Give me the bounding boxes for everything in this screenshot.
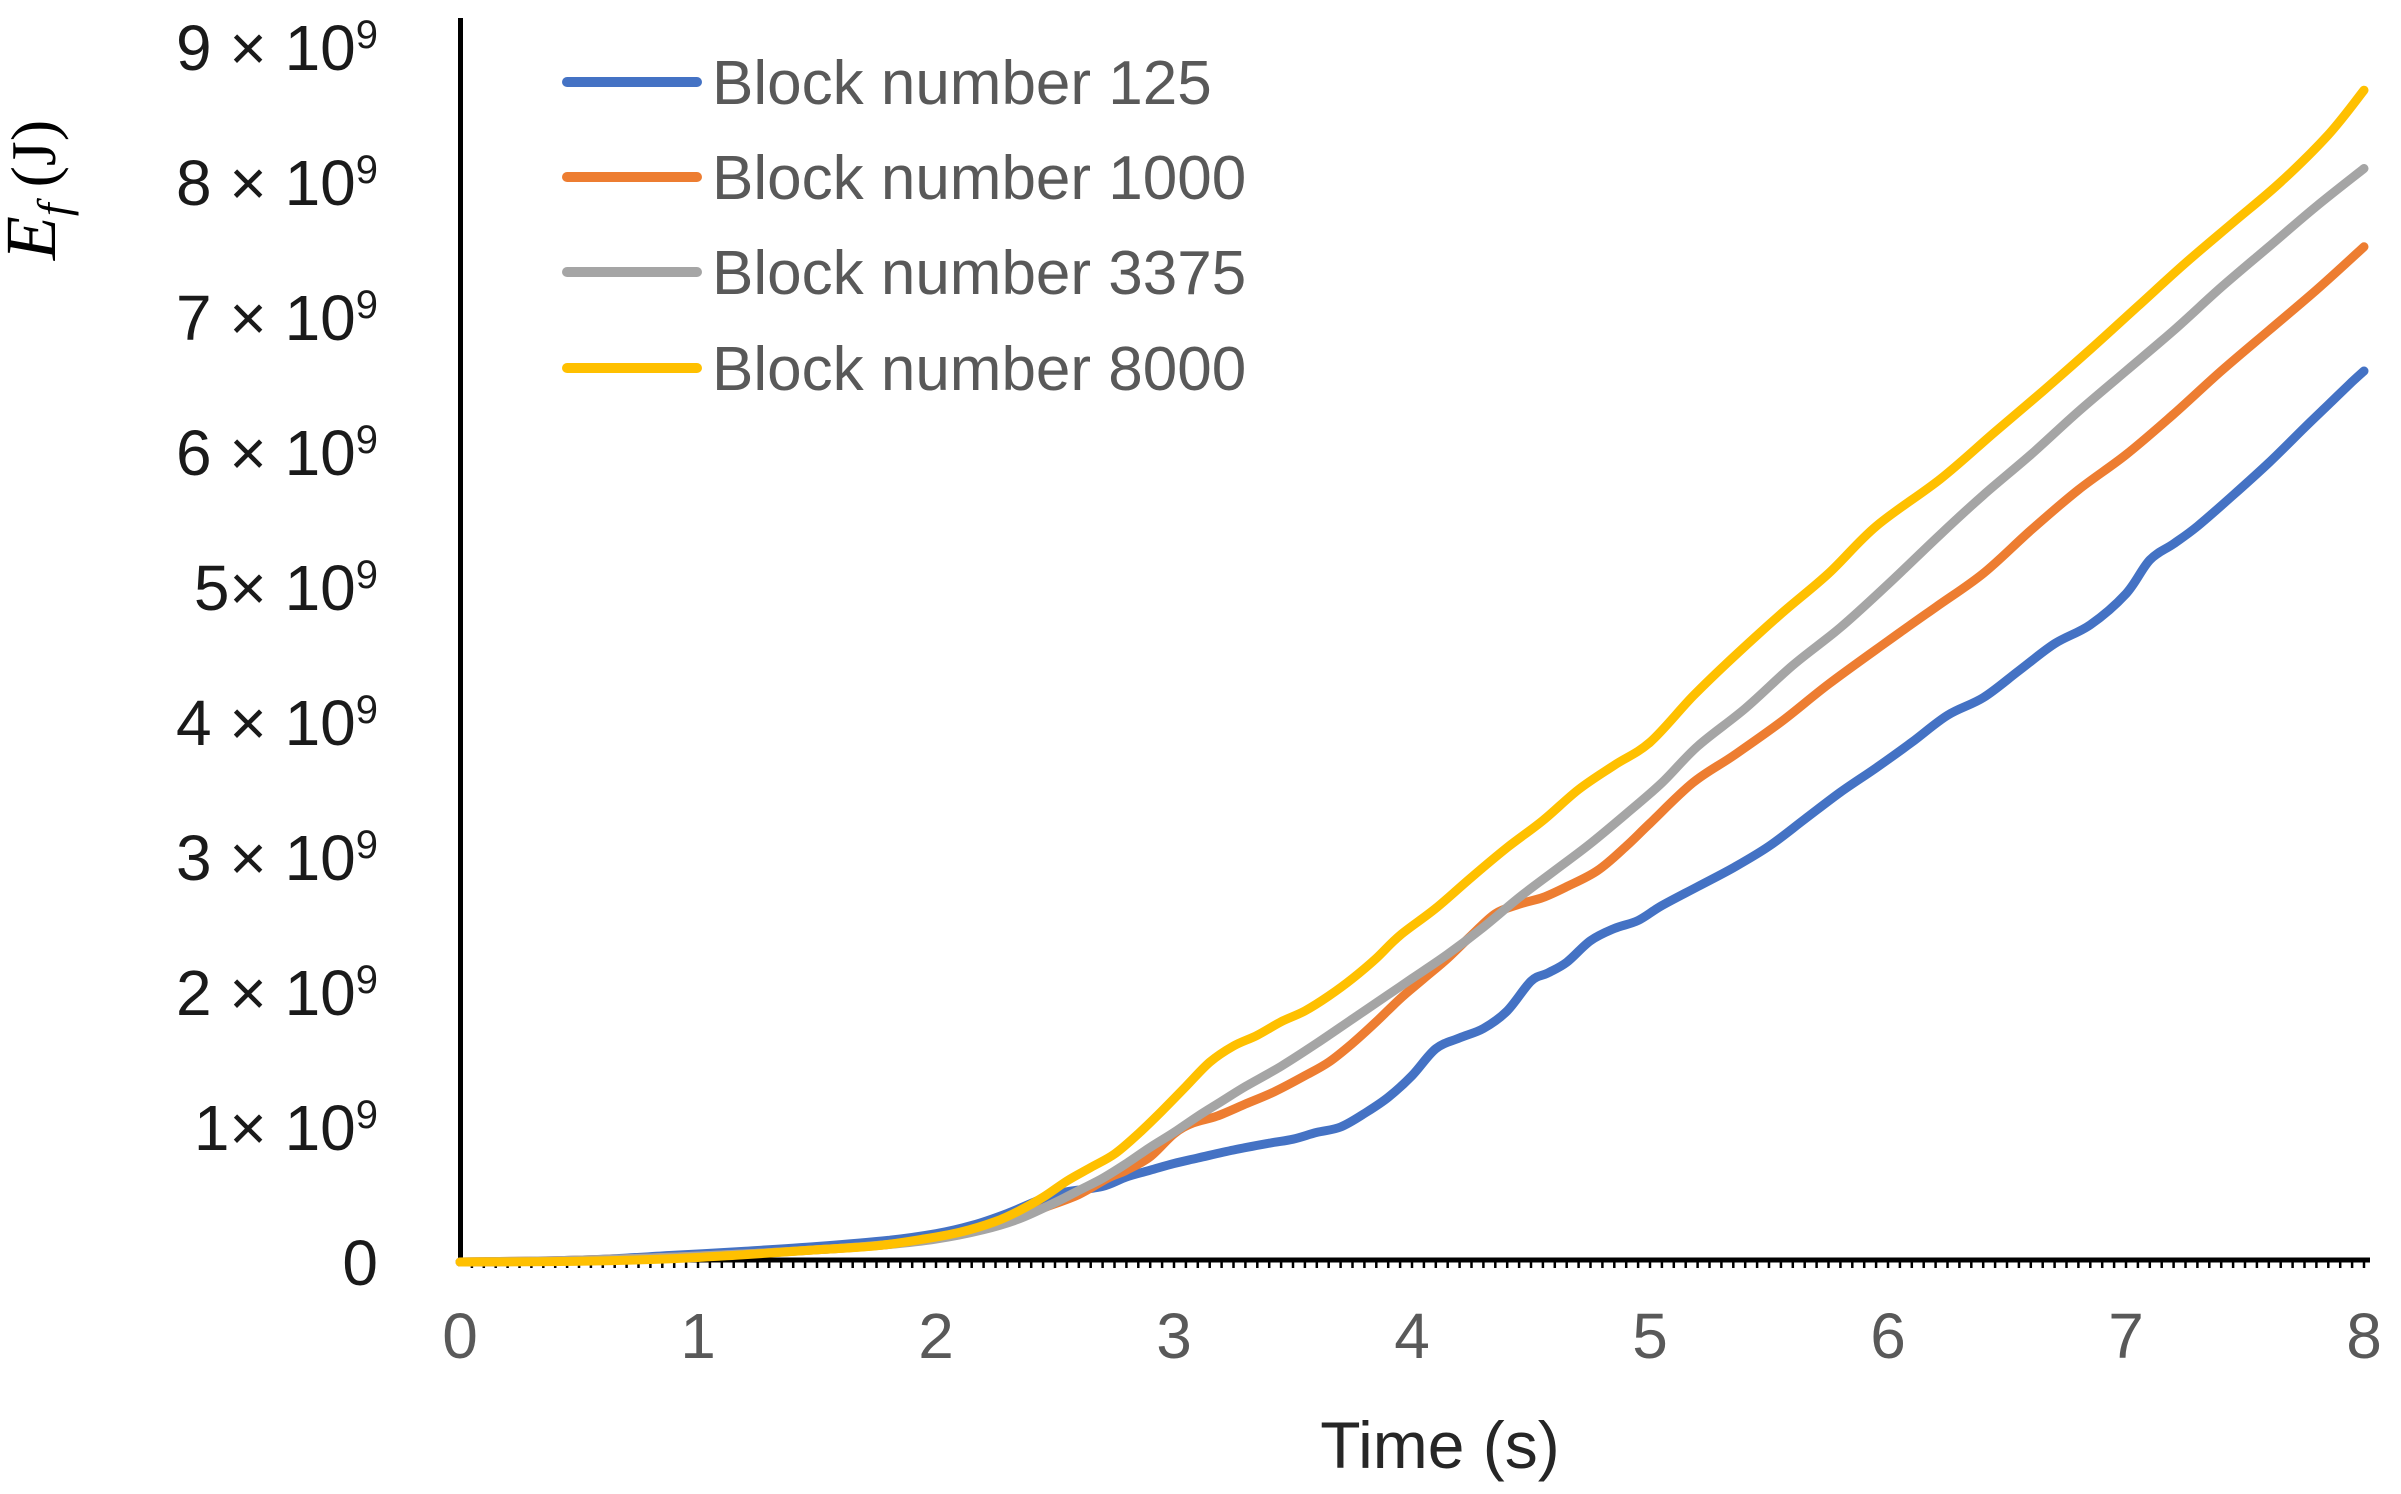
x-tick-3: 3 (1156, 1300, 1192, 1372)
y-tick-1e9: 1× 109 (194, 1092, 378, 1164)
legend-label-block-125: Block number 125 (712, 49, 1212, 118)
y-tick-8e9: 8 × 109 (176, 147, 378, 219)
y-tick-0: 0 (342, 1227, 378, 1299)
legend-item-block-1000: Block number 1000 (562, 144, 1246, 213)
x-tick-0: 0 (442, 1300, 478, 1372)
x-tick-4: 4 (1394, 1300, 1430, 1372)
legend-item-block-3375: Block number 3375 (562, 239, 1246, 308)
y-tick-4e9: 4 × 109 (176, 687, 378, 759)
x-tick-6: 6 (1870, 1300, 1906, 1372)
series-group (455, 85, 2369, 1267)
y-tick-5e9: 5× 109 (194, 552, 378, 624)
x-tick-8: 8 (2346, 1300, 2382, 1372)
series-line-block-number-3375 (455, 164, 2369, 1267)
x-tick-5: 5 (1632, 1300, 1668, 1372)
series-line-block-number-8000 (455, 85, 2369, 1267)
x-tick-1: 1 (680, 1300, 716, 1372)
series-line-block-number-125 (455, 366, 2369, 1267)
x-axis-tick-labels: 0 1 2 3 4 5 6 7 8 (442, 1300, 2382, 1372)
y-axis-tick-labels: 0 1× 109 2 × 109 3 × 109 4 × 109 5× 109 … (176, 12, 378, 1299)
y-tick-3e9: 3 × 109 (176, 822, 378, 894)
y-axis-title: Ef (J) (0, 120, 79, 261)
legend-label-block-1000: Block number 1000 (712, 144, 1246, 213)
x-tick-2: 2 (918, 1300, 954, 1372)
legend-label-block-8000: Block number 8000 (712, 335, 1246, 404)
x-tick-7: 7 (2108, 1300, 2144, 1372)
y-tick-2e9: 2 × 109 (176, 957, 378, 1029)
legend: Block number 125 Block number 1000 Block… (562, 49, 1246, 404)
x-axis-title: Time (s) (1320, 1408, 1560, 1482)
y-tick-7e9: 7 × 109 (176, 282, 378, 354)
y-tick-9e9: 9 × 109 (176, 12, 378, 84)
legend-label-block-3375: Block number 3375 (712, 239, 1246, 308)
y-tick-6e9: 6 × 109 (176, 417, 378, 489)
legend-item-block-8000: Block number 8000 (562, 335, 1246, 404)
legend-item-block-125: Block number 125 (562, 49, 1212, 118)
